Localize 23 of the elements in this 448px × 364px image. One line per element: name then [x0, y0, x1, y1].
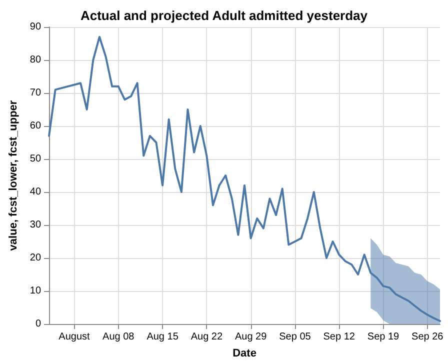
x-tick-label: Sep 12: [323, 332, 356, 342]
x-tick-label: Aug 29: [234, 332, 268, 342]
x-tick-label: Sep 26: [412, 332, 444, 342]
x-tick-label: Sep 19: [367, 332, 400, 342]
chart-title: Actual and projected Adult admitted yesterday: [80, 8, 368, 23]
x-tick-label: Aug 22: [190, 332, 223, 342]
y-tick-label: 10: [30, 286, 42, 296]
y-tick-label: 40: [30, 186, 42, 198]
x-tick-label: August: [58, 332, 90, 342]
y-tick-label: 30: [30, 220, 42, 230]
y-tick-label: 20: [30, 252, 42, 264]
y-tick-label: 90: [30, 22, 42, 32]
y-tick-label: 70: [30, 88, 42, 98]
y-tick-label: 0: [35, 318, 42, 330]
line-series: [48, 36, 441, 322]
x-tick-label: Aug 08: [102, 332, 135, 342]
x-tick-label: Aug 15: [146, 332, 179, 342]
y-tick-label: 80: [30, 54, 42, 66]
y-axis-title: value, fcst_lower, fcst_upper: [8, 100, 20, 251]
x-tick-label: Sep 05: [279, 332, 312, 342]
y-tick-label: 60: [30, 120, 42, 132]
x-axis-title: Date: [232, 348, 256, 360]
y-tick-label: 50: [30, 154, 42, 164]
